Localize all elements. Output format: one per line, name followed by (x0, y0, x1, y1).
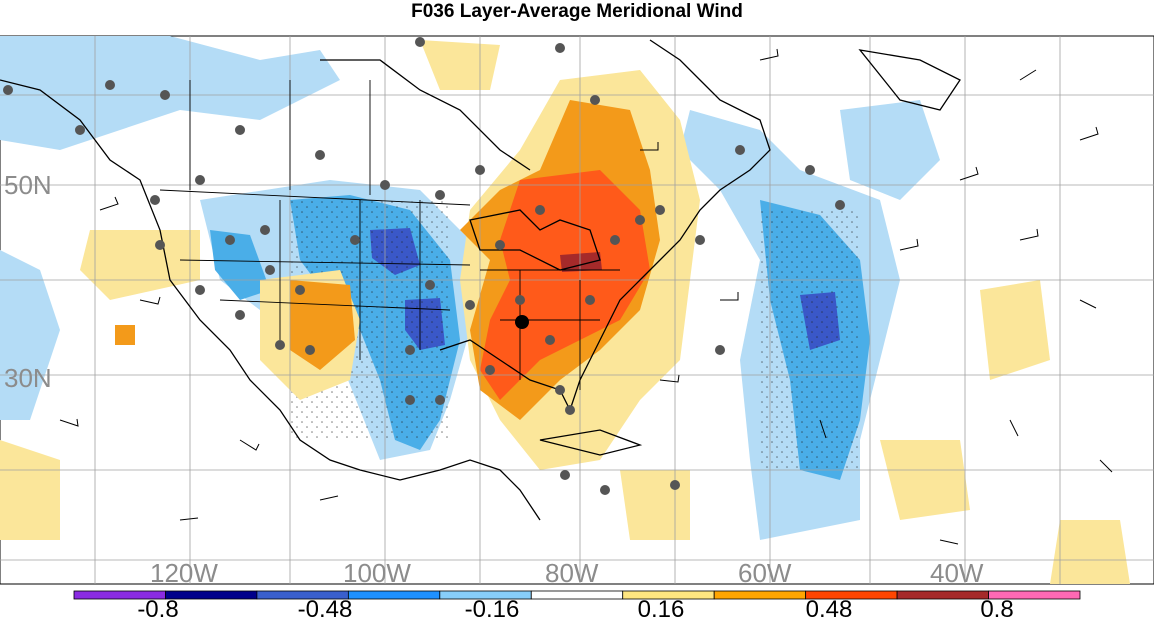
colorbar-swatch (896, 590, 989, 600)
colorbar-swatch (347, 590, 441, 600)
colorbar-label-0-16: 0.16 (638, 596, 685, 622)
colorbar-label-0-48: 0.48 (806, 596, 853, 622)
lon-label-40w: 40W (930, 558, 984, 588)
colorbar-swatch (165, 590, 258, 600)
colorbar-swatch (530, 590, 624, 600)
lon-label-120w: 120W (150, 558, 218, 588)
political-borders (159, 80, 620, 390)
lat-label-30n: 30N (4, 363, 52, 393)
highlight-station-marker (515, 315, 529, 329)
colorbar-swatch (988, 590, 1081, 600)
colorbar (73, 590, 1081, 600)
wind-barbs (59, 48, 1113, 545)
colorbar-label-neg-0-16: -0.16 (465, 596, 520, 622)
lat-label-50n: 50N (4, 170, 52, 200)
station-markers (3, 37, 845, 495)
lon-label-100w: 100W (343, 558, 411, 588)
colorbar-label-neg-0-48: -0.48 (298, 596, 353, 622)
lon-label-60w: 60W (738, 558, 792, 588)
colorbar-label-0-8: 0.8 (980, 596, 1013, 622)
colorbar-swatch (713, 590, 807, 600)
chart-title: F036 Layer-Average Meridional Wind (411, 1, 743, 22)
colorbar-labels: -0.8 -0.48 -0.16 0.16 0.48 0.8 (137, 596, 1013, 622)
colorbar-label-neg-0-8: -0.8 (137, 596, 178, 622)
lon-label-80w: 80W (545, 558, 599, 588)
coastlines (0, 39, 961, 521)
graticule (0, 36, 1154, 584)
negative-wind-shading (0, 36, 940, 540)
